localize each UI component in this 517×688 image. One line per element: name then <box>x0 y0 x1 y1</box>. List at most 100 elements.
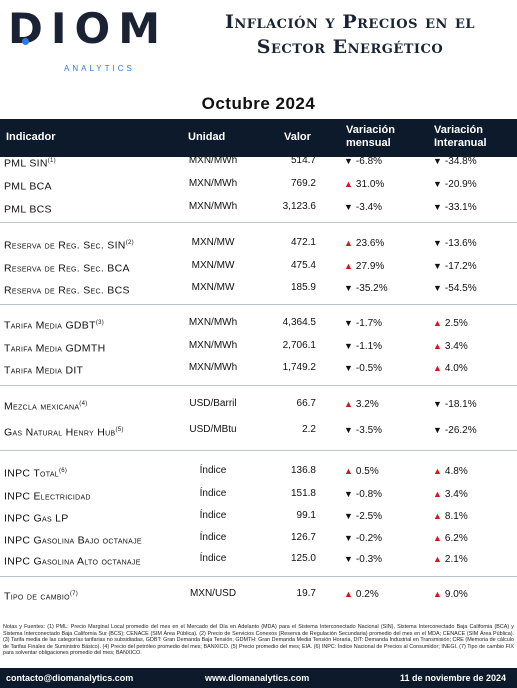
monthly-change-value: -6.8% <box>355 156 383 167</box>
header-unit: Unidad <box>188 131 226 143</box>
indicator-label: INPC Gas LP <box>4 512 69 525</box>
monthly-change-value: 23.6% <box>355 238 385 249</box>
footer-email: contacto@diomanalytics.com <box>6 673 134 683</box>
indicator-unit: Índice <box>199 488 227 499</box>
table-row: INPC Gasolina Alto octanaje Índice 125.0 ▼ -… <box>0 550 517 568</box>
indicator-name: Reserva de Reg. Sec. BCS <box>4 279 130 300</box>
monthly-change-value: -2.5% <box>355 511 383 522</box>
indicator-label: Reserva de Reg. Sec. BCS <box>4 284 130 297</box>
monthly-change: ▼ -1.7% <box>344 314 382 333</box>
indicator-label: Gas Natural Henry Hub <box>4 426 116 439</box>
annual-change-value: 4.0% <box>444 363 468 374</box>
indicator-value: 2.2 <box>302 424 316 435</box>
footnote-ref: (5) <box>115 427 124 433</box>
indicator-name: INPC Gasolina Alto octanaje <box>4 550 141 571</box>
monthly-change-value: -0.5% <box>355 363 383 374</box>
triangle-down-icon: ▼ <box>344 341 353 351</box>
monthly-change: ▲ 0.5% <box>344 462 379 481</box>
monthly-change-value: -0.3% <box>355 554 383 565</box>
table-header: Indicador Unidad Valor Variación mensual… <box>0 119 517 157</box>
indicator-label: INPC Electricidad <box>4 490 91 503</box>
monthly-change: ▼ -0.3% <box>344 550 382 569</box>
monthly-change-value: 31.0% <box>355 179 385 190</box>
triangle-down-icon: ▼ <box>433 425 442 435</box>
triangle-up-icon: ▲ <box>433 554 442 564</box>
table-row: INPC Gas LP Índice 99.1 ▼ -2.5% ▲ 8.1% <box>0 507 517 525</box>
indicator-label: Tarifa Media DIT <box>4 364 84 377</box>
indicator-name: Mezcla mexicana(4) <box>4 395 88 416</box>
indicator-name: Tarifa Media DIT <box>4 359 83 380</box>
monthly-change-value: -0.2% <box>355 533 383 544</box>
triangle-up-icon: ▲ <box>433 466 442 476</box>
indicator-name: INPC Gas LP <box>4 507 69 528</box>
footnote-ref: (4) <box>79 401 88 407</box>
annual-change: ▲ 2.5% <box>433 314 468 333</box>
monthly-change: ▼ -3.4% <box>344 198 382 217</box>
group-divider <box>0 304 517 305</box>
triangle-down-icon: ▼ <box>433 156 442 166</box>
triangle-up-icon: ▲ <box>433 363 442 373</box>
monthly-change-value: -0.8% <box>355 489 383 500</box>
annual-change: ▼ -34.8% <box>433 152 477 171</box>
triangle-down-icon: ▼ <box>344 554 353 564</box>
monthly-change-value: -3.5% <box>355 425 383 436</box>
monthly-change: ▲ 31.0% <box>344 175 384 194</box>
footnote-ref: (2) <box>125 240 134 246</box>
group-divider <box>0 450 517 451</box>
indicator-name: Tipo de cambio(7) <box>4 585 78 606</box>
monthly-change-value: -1.1% <box>355 341 383 352</box>
indicator-unit: MXN/USD <box>189 588 237 599</box>
indicator-unit: USD/MBtu <box>189 424 237 435</box>
indicator-unit: MXN/MW <box>191 282 235 293</box>
indicator-unit: MXN/MWh <box>188 340 238 351</box>
table-row: PML BCA MXN/MWh 769.2 ▲ 31.0% ▼ -20.9% <box>0 175 517 193</box>
footer-date: 11 de noviembre de 2024 <box>400 673 507 683</box>
table-row: PML SIN(1) MXN/MWh 514.7 ▼ -6.8% ▼ -34.8% <box>0 152 517 170</box>
header-monthly: Variación mensual <box>346 124 395 150</box>
table-row: INPC Gasolina Bajo octanaje Índice 126.7 ▼ -… <box>0 529 517 547</box>
indicator-label: INPC Gasolina Bajo octanaje <box>4 534 142 547</box>
annual-change-value: -26.2% <box>444 425 477 436</box>
indicator-value: 514.7 <box>290 155 316 166</box>
table-row: Gas Natural Henry Hub(5) USD/MBtu 2.2 ▼ -3.5… <box>0 421 517 439</box>
indicator-label: PML SIN <box>4 157 48 170</box>
triangle-down-icon: ▼ <box>433 283 442 293</box>
annual-change: ▼ -17.2% <box>433 257 477 276</box>
triangle-up-icon: ▲ <box>344 238 353 248</box>
table-row: PML BCS MXN/MWh 3,123.6 ▼ -3.4% ▼ -33.1% <box>0 198 517 216</box>
indicator-label: Tarifa Media GDMTH <box>4 342 106 355</box>
annual-change: ▼ -33.1% <box>433 198 477 217</box>
indicator-value: 126.7 <box>290 532 316 543</box>
annual-change-value: 6.2% <box>444 533 468 544</box>
indicator-name: INPC Electricidad <box>4 485 91 506</box>
table-row: INPC Electricidad Índice 151.8 ▼ -0.8% ▲ 3.4% <box>0 485 517 503</box>
annual-change: ▼ -18.1% <box>433 395 477 414</box>
monthly-change-value: -35.2% <box>355 283 388 294</box>
indicator-name: Tarifa Media GDMTH <box>4 337 105 358</box>
annual-change-value: -33.1% <box>444 202 477 213</box>
monthly-change: ▼ -0.5% <box>344 359 382 378</box>
indicator-value: 769.2 <box>290 178 316 189</box>
indicator-label: PML BCA <box>4 180 52 193</box>
annual-change: ▲ 6.2% <box>433 529 468 548</box>
annual-change: ▲ 4.0% <box>433 359 468 378</box>
annual-change: ▼ -54.5% <box>433 279 477 298</box>
indicator-value: 66.7 <box>296 398 316 409</box>
indicator-name: INPC Total(6) <box>4 462 67 483</box>
table-row: Tarifa Media DIT MXN/MWh 1,749.2 ▼ -0.5% ▲ 4.0… <box>0 359 517 377</box>
indicator-unit: Índice <box>199 532 227 543</box>
monthly-change-value: 0.5% <box>355 466 379 477</box>
indicator-label: Mezcla mexicana <box>4 400 80 413</box>
table-row: Reserva de Reg. Sec. SIN(2) MXN/MW 472.1 ▲ 2… <box>0 234 517 252</box>
annual-change-value: -54.5% <box>444 283 477 294</box>
table-row: Reserva de Reg. Sec. BCA MXN/MW 475.4 ▲ 27.9… <box>0 257 517 275</box>
annual-change: ▲ 3.4% <box>433 485 468 504</box>
annual-change-value: -20.9% <box>444 179 477 190</box>
group-divider <box>0 222 517 223</box>
logo-dot-icon <box>22 38 29 45</box>
annual-change-value: -34.8% <box>444 156 477 167</box>
monthly-change: ▼ -3.5% <box>344 421 382 440</box>
triangle-up-icon: ▲ <box>433 511 442 521</box>
indicator-value: 4,364.5 <box>282 317 316 328</box>
indicator-value: 3,123.6 <box>282 201 316 212</box>
